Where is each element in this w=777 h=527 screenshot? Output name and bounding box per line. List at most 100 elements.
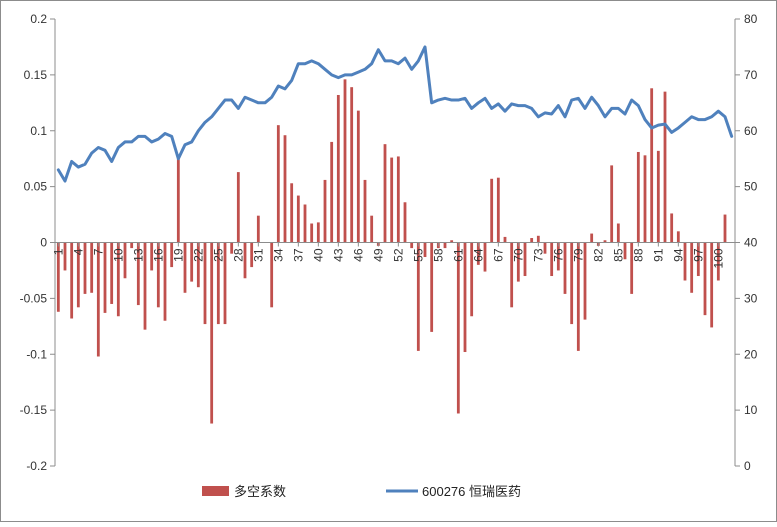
bar <box>503 236 507 243</box>
bar <box>163 242 167 321</box>
bar <box>243 242 247 279</box>
bar <box>183 242 187 293</box>
bar <box>616 223 620 243</box>
bar <box>143 242 147 330</box>
bar <box>636 151 640 243</box>
right-tick-label: 30 <box>744 291 758 305</box>
bar <box>716 242 720 281</box>
bar <box>590 233 594 243</box>
bar <box>303 204 307 243</box>
x-tick-label: 88 <box>631 248 645 262</box>
x-tick-label: 70 <box>511 248 525 262</box>
bar <box>110 242 114 304</box>
bar <box>410 242 414 249</box>
x-tick-label: 67 <box>491 248 505 262</box>
bar <box>576 242 580 351</box>
bar <box>536 235 540 243</box>
legend-label-bar: 多空系数 <box>234 484 286 499</box>
bar <box>710 242 714 328</box>
bar <box>230 242 234 254</box>
bar <box>116 242 120 317</box>
bar <box>296 195 300 243</box>
bar <box>416 242 420 351</box>
bar <box>63 242 67 271</box>
left-tick-label: -0.2 <box>26 459 47 473</box>
x-tick-label: 82 <box>591 248 605 262</box>
left-tick-label: 0.2 <box>30 12 47 26</box>
bar <box>283 135 287 243</box>
bar <box>516 242 520 282</box>
bar <box>643 155 647 243</box>
bar <box>550 242 554 277</box>
bar <box>130 242 134 249</box>
bar <box>570 242 574 325</box>
x-tick-label: 94 <box>671 248 685 262</box>
bar <box>350 87 354 243</box>
x-tick-label: 37 <box>291 248 305 262</box>
x-tick-label: 22 <box>191 248 205 262</box>
bar <box>543 242 547 254</box>
bar <box>450 240 454 243</box>
bar <box>103 242 107 313</box>
x-tick-label: 13 <box>131 248 145 262</box>
x-tick-label: 73 <box>531 248 545 262</box>
x-tick-label: 1 <box>51 248 65 255</box>
bar <box>650 88 654 243</box>
bar <box>370 215 374 243</box>
bar <box>150 242 154 271</box>
left-tick-label: 0.05 <box>24 180 48 194</box>
bar <box>70 242 74 319</box>
x-tick-label: 76 <box>551 248 565 262</box>
right-tick-label: 80 <box>744 12 758 26</box>
left-tick-label: 0.15 <box>24 68 48 82</box>
bar <box>196 242 200 288</box>
x-tick-label: 40 <box>311 248 325 262</box>
x-tick-label: 97 <box>691 248 705 262</box>
bar <box>610 165 614 243</box>
bar <box>210 242 214 424</box>
left-tick-label: -0.05 <box>20 291 48 305</box>
bar <box>463 242 467 353</box>
bar <box>76 242 80 308</box>
bar <box>136 242 140 306</box>
bar <box>396 156 400 243</box>
legend-label-line: 600276 恒瑞医药 <box>422 484 521 499</box>
x-tick-label: 49 <box>371 248 385 262</box>
x-tick-label: 43 <box>331 248 345 262</box>
bar <box>330 141 334 243</box>
bar <box>510 242 514 308</box>
legend-layer: 多空系数 600276 恒瑞医药 <box>202 484 521 499</box>
bar <box>310 223 314 243</box>
x-tick-label: 34 <box>271 248 285 262</box>
right-tick-label: 20 <box>744 347 758 361</box>
x-tick-label: 61 <box>451 248 465 262</box>
bar <box>96 242 100 357</box>
x-tick-label: 52 <box>391 248 405 262</box>
bar <box>323 179 327 243</box>
x-tick-label: 10 <box>111 248 125 262</box>
x-tick-label: 28 <box>231 248 245 262</box>
x-tick-label: 19 <box>171 248 185 262</box>
x-tick-label: 79 <box>571 248 585 262</box>
bar <box>383 144 387 243</box>
x-tick-label: 31 <box>251 248 265 262</box>
left-tick-label: -0.1 <box>26 347 47 361</box>
x-tick-label: 7 <box>91 248 105 255</box>
bar <box>316 222 320 243</box>
bar <box>270 242 274 308</box>
bar <box>290 183 294 243</box>
bar <box>690 242 694 293</box>
bar <box>470 242 474 317</box>
bar <box>443 242 447 249</box>
bar <box>563 242 567 294</box>
bar <box>683 242 687 281</box>
bar <box>476 242 480 265</box>
right-tick-label: 60 <box>744 124 758 138</box>
right-tick-label: 50 <box>744 180 758 194</box>
bar <box>496 177 500 243</box>
bar <box>630 242 634 294</box>
bar <box>123 242 127 279</box>
price-line <box>56 45 734 183</box>
